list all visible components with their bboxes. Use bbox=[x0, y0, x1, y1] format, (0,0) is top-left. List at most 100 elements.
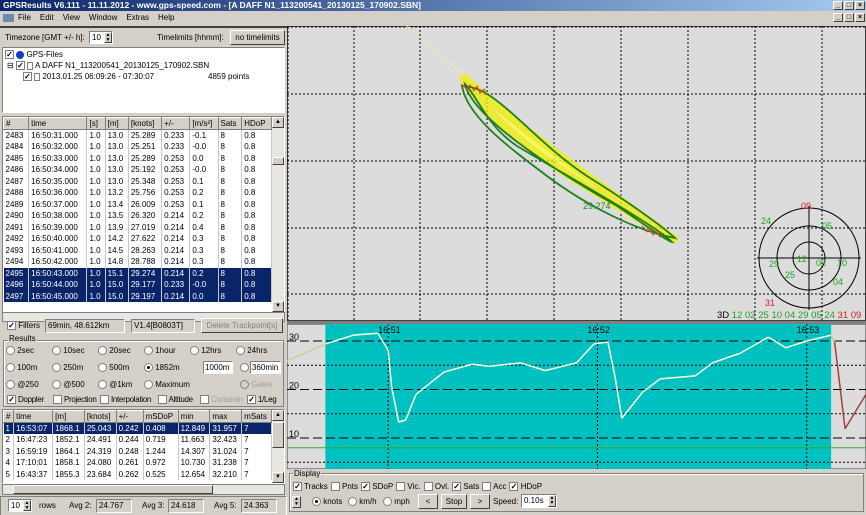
radio-icon[interactable] bbox=[236, 346, 245, 356]
radio-500m[interactable]: 500m bbox=[98, 363, 144, 373]
doc-close-button[interactable]: × bbox=[855, 13, 865, 22]
radio-1hour[interactable]: 1hour bbox=[144, 346, 190, 356]
unit-radio-mph[interactable]: mph bbox=[383, 497, 410, 507]
display-check-hdop[interactable]: ✓ HDoP bbox=[509, 482, 542, 492]
table-row[interactable]: 5 16:43:37 1855.3 23.684 0.262 0.525 12.654 32.… bbox=[3, 468, 272, 480]
display-check-vic[interactable]: Vic. bbox=[396, 482, 421, 492]
table-row[interactable]: 2494 16:50:42.000 1.0 14.8 28.788 0.214 0.3 8 0.… bbox=[3, 256, 272, 268]
radio-icon[interactable] bbox=[6, 346, 15, 356]
checkbox-icon[interactable]: ✓ bbox=[509, 482, 519, 492]
checkbox-icon[interactable]: ✓ bbox=[23, 72, 32, 82]
radio-1852m[interactable]: 1852m bbox=[144, 363, 190, 373]
table-row[interactable]: 2 16:47:23 1852.1 24.491 0.244 0.719 11.663 32.… bbox=[3, 434, 272, 446]
radio-2sec[interactable]: 2sec bbox=[6, 346, 52, 356]
radio-icon[interactable] bbox=[348, 497, 357, 507]
unit-radio-kmh[interactable]: km/h bbox=[348, 497, 377, 507]
checkbox-icon[interactable] bbox=[100, 395, 109, 405]
checkbox-icon[interactable] bbox=[158, 395, 167, 405]
column-header[interactable]: mSDoP bbox=[142, 410, 179, 423]
table-row[interactable]: 2496 16:50:44.000 1.0 15.0 29.177 0.233 -0.0 8 0… bbox=[3, 279, 272, 291]
table-row[interactable]: 3 16:59:19 1864.1 24.319 0.248 1.244 14.307 31.… bbox=[3, 445, 272, 457]
menu-view[interactable]: View bbox=[62, 13, 80, 22]
radio-icon[interactable] bbox=[6, 380, 15, 390]
checkbox-icon[interactable]: ✓ bbox=[5, 50, 14, 60]
collapse-icon[interactable]: ⊟ bbox=[7, 61, 14, 70]
table-row[interactable]: 1 16:53:07 1868.1 25.043 0.242 0.408 12.849 31.… bbox=[3, 422, 272, 434]
checkbox-icon[interactable]: ✓ bbox=[361, 482, 371, 492]
display-check-ovl[interactable]: Ovl. bbox=[423, 482, 449, 492]
menu-window[interactable]: Window bbox=[88, 13, 118, 22]
checkbox-icon[interactable]: ✓ bbox=[293, 482, 302, 492]
radio-icon[interactable] bbox=[312, 497, 321, 507]
doc-minimize-button[interactable]: _ bbox=[833, 13, 843, 22]
prev-button[interactable]: < bbox=[418, 494, 438, 509]
checkbox-icon[interactable] bbox=[396, 482, 406, 492]
spinner-arrows-icon[interactable]: ▲ ▼ bbox=[23, 500, 31, 511]
column-header[interactable]: min bbox=[177, 410, 211, 423]
check-doppler[interactable]: ✓ Doppler bbox=[7, 395, 44, 405]
radio-icon[interactable] bbox=[98, 363, 107, 373]
radio-@250[interactable]: @250 bbox=[6, 380, 52, 390]
column-header[interactable]: Sats bbox=[217, 117, 243, 130]
check-1leg[interactable]: ✓ 1/Leg bbox=[247, 395, 277, 405]
checkbox-icon[interactable]: ✓ bbox=[7, 395, 16, 405]
close-button[interactable]: × bbox=[855, 1, 865, 10]
column-header[interactable]: # bbox=[3, 410, 15, 423]
column-header[interactable]: HDoP bbox=[241, 117, 272, 130]
spinner-arrows-icon[interactable]: ▲ ▼ bbox=[548, 495, 556, 507]
scroll-up-icon[interactable]: ▲ bbox=[272, 410, 284, 421]
check-projection[interactable]: Projection bbox=[53, 395, 97, 405]
menu-edit[interactable]: Edit bbox=[39, 13, 54, 22]
checkbox-icon[interactable]: ✓ bbox=[452, 482, 462, 492]
checkbox-icon[interactable] bbox=[200, 395, 209, 405]
display-check-acc[interactable]: Acc bbox=[482, 482, 506, 492]
scroll-up-icon[interactable]: ▲ bbox=[272, 117, 284, 128]
radio-icon[interactable] bbox=[52, 346, 61, 356]
checkbox-icon[interactable]: ✓ bbox=[15, 61, 25, 71]
results-hscroll[interactable] bbox=[2, 484, 285, 495]
menu-extras[interactable]: Extras bbox=[126, 13, 150, 22]
radio-icon[interactable] bbox=[190, 346, 199, 356]
display-check-sdop[interactable]: ✓ SDoP bbox=[361, 482, 393, 492]
check-interpolation[interactable]: Interpolation bbox=[100, 395, 151, 405]
check-altitude[interactable]: Altitude bbox=[158, 395, 193, 405]
table-row[interactable]: 2485 16:50:33.000 1.0 13.0 25.289 0.253 0.0 8 0.… bbox=[3, 152, 272, 164]
column-header[interactable]: [m] bbox=[104, 117, 129, 130]
timezone-spinner[interactable]: 10 ▲ ▼ bbox=[89, 31, 113, 44]
radio-icon[interactable] bbox=[52, 363, 61, 373]
radio-icon[interactable] bbox=[98, 380, 107, 390]
scroll-thumb[interactable] bbox=[272, 422, 284, 448]
radio-icon[interactable] bbox=[98, 346, 107, 356]
custom-distance-input[interactable]: 1000m bbox=[203, 361, 233, 374]
column-header[interactable]: time bbox=[28, 117, 88, 130]
checkbox-icon[interactable] bbox=[330, 482, 340, 492]
stop-button[interactable]: Stop bbox=[441, 494, 467, 509]
display-spinner[interactable]: ▲ ▼ bbox=[292, 496, 301, 508]
tree-session[interactable]: ✓ 2013.01.25 06:09:26 - 07:30:07 4859 poi… bbox=[23, 72, 283, 82]
menu-file[interactable]: File bbox=[18, 13, 31, 22]
scroll-thumb[interactable] bbox=[272, 157, 284, 165]
speed-graph[interactable]: 30 20 10 16:51 16:52 16:53 bbox=[287, 324, 866, 469]
trackpoint-scrollbar[interactable]: ▲ ▼ bbox=[272, 117, 284, 312]
doc-restore-button[interactable]: □ bbox=[844, 13, 854, 22]
column-header[interactable]: max bbox=[209, 410, 243, 423]
table-row[interactable]: 2490 16:50:38.000 1.0 13.5 26.320 0.214 0.2 8 0.… bbox=[3, 210, 272, 222]
column-header[interactable]: [m] bbox=[52, 410, 85, 423]
radio-icon[interactable] bbox=[144, 363, 153, 373]
radio-@500[interactable]: @500 bbox=[52, 380, 98, 390]
scroll-down-icon[interactable]: ▼ bbox=[272, 472, 284, 483]
tree-root[interactable]: ✓ GPS-Files bbox=[5, 50, 63, 60]
radio-12hrs[interactable]: 12hrs bbox=[190, 346, 236, 356]
menu-help[interactable]: Help bbox=[158, 13, 175, 22]
radio-10sec[interactable]: 10sec bbox=[52, 346, 98, 356]
radio-icon[interactable] bbox=[144, 380, 153, 390]
display-check-sats[interactable]: ✓ Sats bbox=[452, 482, 479, 492]
checkbox-icon[interactable]: ✓ bbox=[247, 395, 256, 405]
table-row[interactable]: 4 17:10:01 1858.1 24.080 0.261 0.972 10.730 31.… bbox=[3, 457, 272, 469]
unit-radio-knots[interactable]: knots bbox=[312, 497, 342, 507]
radio-Maximum[interactable]: Maximum bbox=[144, 380, 190, 390]
minimize-button[interactable]: _ bbox=[833, 1, 843, 10]
column-header[interactable]: [s] bbox=[86, 117, 106, 130]
rows-spinner[interactable]: 10 ▲ ▼ bbox=[8, 499, 32, 512]
